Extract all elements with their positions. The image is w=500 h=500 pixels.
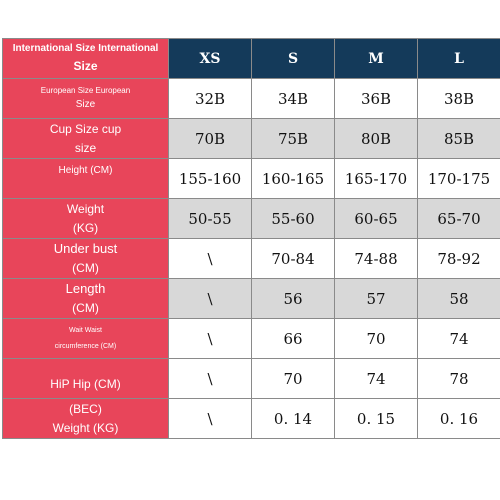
row-label-line1: Height (CM) (58, 165, 113, 176)
table-cell: 50-55 (168, 198, 252, 239)
table-cell: 65-70 (417, 198, 500, 239)
row-label: Length (CM) (2, 278, 169, 319)
table-cell: 55-60 (251, 198, 335, 239)
row-label-line2: Size (75, 98, 96, 110)
table-cell: 66 (251, 318, 335, 359)
row-label: Weight (KG) (2, 198, 169, 239)
table-cell: 78-92 (417, 238, 500, 279)
table-cell: 75B (251, 118, 335, 159)
table-cell: \ (168, 358, 252, 399)
table-cell: 165-170 (334, 158, 418, 199)
table-cell: 160-165 (251, 158, 335, 199)
row-label: Wait Waist circumference (CM) (2, 318, 169, 359)
table-row: Cup Size cup size 70B 75B 80B 85B (2, 118, 500, 159)
row-label-line1: Under bust (53, 241, 118, 257)
row-label-line1: European Size European (40, 85, 131, 95)
row-label-line1: HiP Hip (CM) (50, 377, 121, 392)
row-label: European Size European Size (2, 78, 169, 119)
table-cell: \ (168, 398, 252, 439)
table-cell: \ (168, 318, 252, 359)
table-cell: 0. 15 (334, 398, 418, 439)
row-label-line1: Cup Size cup (49, 121, 122, 136)
table-row: Height (CM) 155-160 160-165 165-170 170-… (2, 158, 500, 199)
corner-label-line2: Size (73, 58, 98, 73)
size-header-s: S (251, 38, 335, 79)
row-label-line2: Weight (KG) (52, 420, 119, 435)
row-label: HiP Hip (CM) (2, 358, 169, 399)
table-cell: 32B (168, 78, 252, 119)
table-cell: 38B (417, 78, 500, 119)
header-row: International Size International Size XS… (2, 38, 500, 79)
table-cell: 36B (334, 78, 418, 119)
size-header-m: M (334, 38, 418, 79)
table-row: (BEC) Weight (KG) \ 0. 14 0. 15 0. 16 (2, 398, 500, 439)
table-cell: 58 (417, 278, 500, 319)
table-cell: 0. 16 (417, 398, 500, 439)
table-cell: 56 (251, 278, 335, 319)
corner-label-line1: International Size International (12, 43, 159, 55)
table-row: European Size European Size 32B 34B 36B … (2, 78, 500, 119)
size-header-xs: XS (168, 38, 252, 79)
size-chart: International Size International Size XS… (2, 38, 500, 439)
row-label-line2: (CM) (72, 261, 99, 276)
corner-label-cell: International Size International Size (2, 38, 169, 79)
table-row: HiP Hip (CM) \ 70 74 78 (2, 358, 500, 399)
size-table: International Size International Size XS… (2, 38, 500, 439)
table-row: Weight (KG) 50-55 55-60 60-65 65-70 (2, 198, 500, 239)
table-cell: 74 (417, 318, 500, 359)
table-row: Length (CM) \ 56 57 58 (2, 278, 500, 319)
row-label: Cup Size cup size (2, 118, 169, 159)
table-cell: 70-84 (251, 238, 335, 279)
row-label: Under bust (CM) (2, 238, 169, 279)
table-cell: 0. 14 (251, 398, 335, 439)
table-cell: 74 (334, 358, 418, 399)
table-cell: 70B (168, 118, 252, 159)
table-cell: 78 (417, 358, 500, 399)
row-label-line1: Wait Waist (69, 327, 102, 335)
row-label-line1: Weight (66, 201, 105, 216)
row-label-line1: Length (65, 281, 106, 297)
row-label-line1: (BEC) (69, 401, 102, 416)
table-row: Wait Waist circumference (CM) \ 66 70 74 (2, 318, 500, 359)
row-label-line2: (KG) (72, 220, 99, 235)
table-cell: 34B (251, 78, 335, 119)
table-cell: 74-88 (334, 238, 418, 279)
table-cell: 70 (334, 318, 418, 359)
table-cell: 155-160 (168, 158, 252, 199)
table-cell: 70 (251, 358, 335, 399)
table-cell: 60-65 (334, 198, 418, 239)
table-cell: \ (168, 278, 252, 319)
row-label-line2: circumference (CM) (54, 342, 117, 350)
table-cell: 170-175 (417, 158, 500, 199)
table-row: Under bust (CM) \ 70-84 74-88 78-92 (2, 238, 500, 279)
row-label: (BEC) Weight (KG) (2, 398, 169, 439)
table-cell: \ (168, 238, 252, 279)
size-header-l: L (417, 38, 500, 79)
row-label-line2: (CM) (72, 301, 99, 316)
table-cell: 57 (334, 278, 418, 319)
table-cell: 80B (334, 118, 418, 159)
table-cell: 85B (417, 118, 500, 159)
row-label-line2: size (74, 140, 97, 155)
row-label: Height (CM) (2, 158, 169, 199)
